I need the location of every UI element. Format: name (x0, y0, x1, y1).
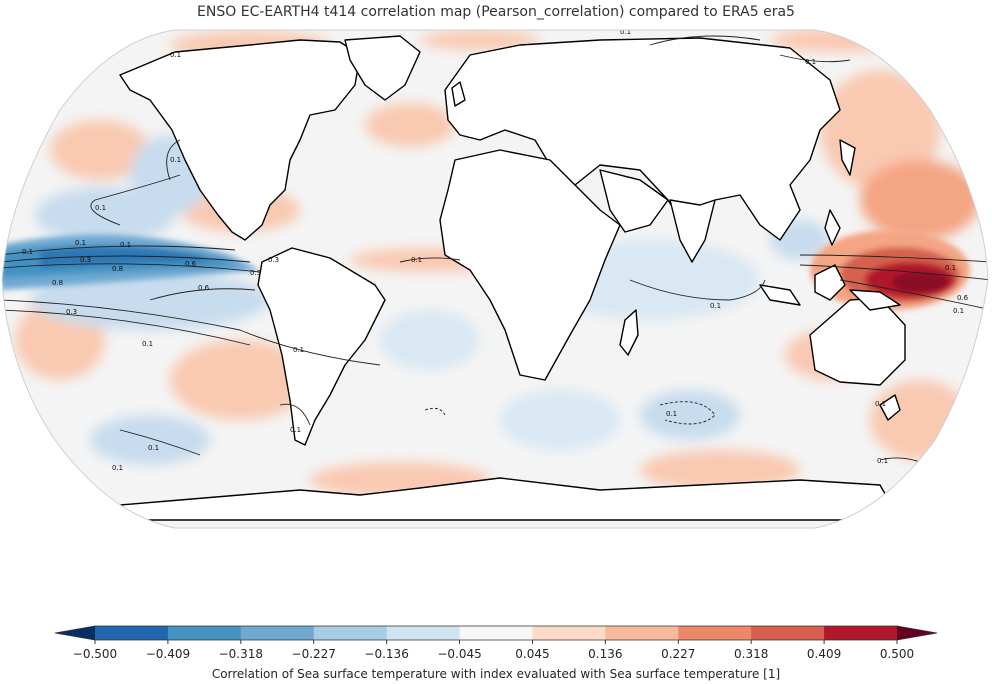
colorbar-tick-label: 0.500 (880, 647, 914, 661)
colorbar-segment (167, 626, 242, 640)
colorbar-tick-label: −0.227 (292, 647, 336, 661)
contour-label: 0.3 (80, 256, 91, 264)
contour-label: 0.1 (290, 426, 301, 434)
coastlines (99, 35, 906, 521)
contour-label: 0.1 (142, 340, 153, 348)
colorbar-tick-label: −0.500 (73, 647, 117, 661)
contour-label: 0.3 (66, 308, 77, 316)
contour-label: 0.1 (805, 58, 816, 66)
colorbar-under-arrow (55, 626, 95, 640)
contour-label: 0.1 (945, 264, 956, 272)
contour-label-group: 0.1 0.1 0.1 0.1 0.1 0.3 0.8 0.6 0.6 0.3 … (22, 28, 969, 472)
colorbar-over-arrow (897, 626, 937, 640)
contour-label: 0.1 (95, 204, 106, 212)
colorbar-segment (240, 626, 315, 640)
colorbar-segment (751, 626, 825, 640)
contour-label: 0.1 (411, 256, 422, 264)
contour-label: 0.8 (112, 265, 123, 273)
contour-label: 0.1 (75, 239, 86, 247)
colorbar-tick-label: 0.045 (515, 647, 549, 661)
contour-label: 0.1 (170, 156, 181, 164)
globe-outline (1, 29, 989, 529)
colorbar-tick-label: −0.318 (219, 647, 263, 661)
contour-label: 0.3 (268, 256, 279, 264)
contour-label: 0.1 (112, 464, 123, 472)
colorbar-tick-label: 0.318 (734, 647, 768, 661)
contour-label: 0.6 (957, 294, 969, 302)
contour-label: 0.6 (185, 260, 197, 268)
contour-label: 0.8 (52, 279, 63, 287)
contour-label: 0.1 (22, 248, 33, 256)
colorbar-segment (459, 626, 533, 640)
contour-label: 0.1 (620, 28, 631, 36)
colorbar-segment (386, 626, 461, 640)
contour-label: 0.1 (293, 346, 304, 354)
colorbar-segment (678, 626, 752, 640)
contour-lines (2, 35, 988, 463)
colorbar-tick-label: 0.136 (588, 647, 622, 661)
contour-label: 0.6 (198, 284, 210, 292)
contour-label: 0.1 (120, 241, 131, 249)
colorbar-tick-label: −0.136 (364, 647, 408, 661)
colorbar: −0.500 −0.409 −0.318 −0.227 −0.136 −0.045 0.04… (54, 625, 938, 661)
colorbar-tick-label: 0.227 (661, 647, 695, 661)
contour-label: 0.1 (875, 400, 886, 408)
contour-label: 0.1 (148, 444, 159, 452)
contour-label: 0.1 (170, 51, 181, 59)
colorbar-tick-label: −0.409 (146, 647, 190, 661)
contour-label: 0.1 (953, 307, 964, 315)
colorbar-segment (824, 626, 898, 640)
colorbar-label: Correlation of Sea surface temperature w… (211, 667, 781, 681)
map-title: ENSO EC-EARTH4 t414 correlation map (Pea… (197, 4, 795, 20)
contour-label: 0.1 (877, 457, 888, 465)
contour-label: 0.1 (666, 410, 677, 418)
colorbar-segment (95, 626, 169, 640)
colorbar-tick-label: −0.045 (437, 647, 481, 661)
colorbar-segment (605, 626, 679, 640)
colorbar-segment (313, 626, 388, 640)
colorbar-segment (532, 626, 606, 640)
contour-label: 0.1 (710, 302, 721, 310)
contour-label: 0.3 (250, 269, 261, 277)
colorbar-tick-label: 0.409 (807, 647, 841, 661)
